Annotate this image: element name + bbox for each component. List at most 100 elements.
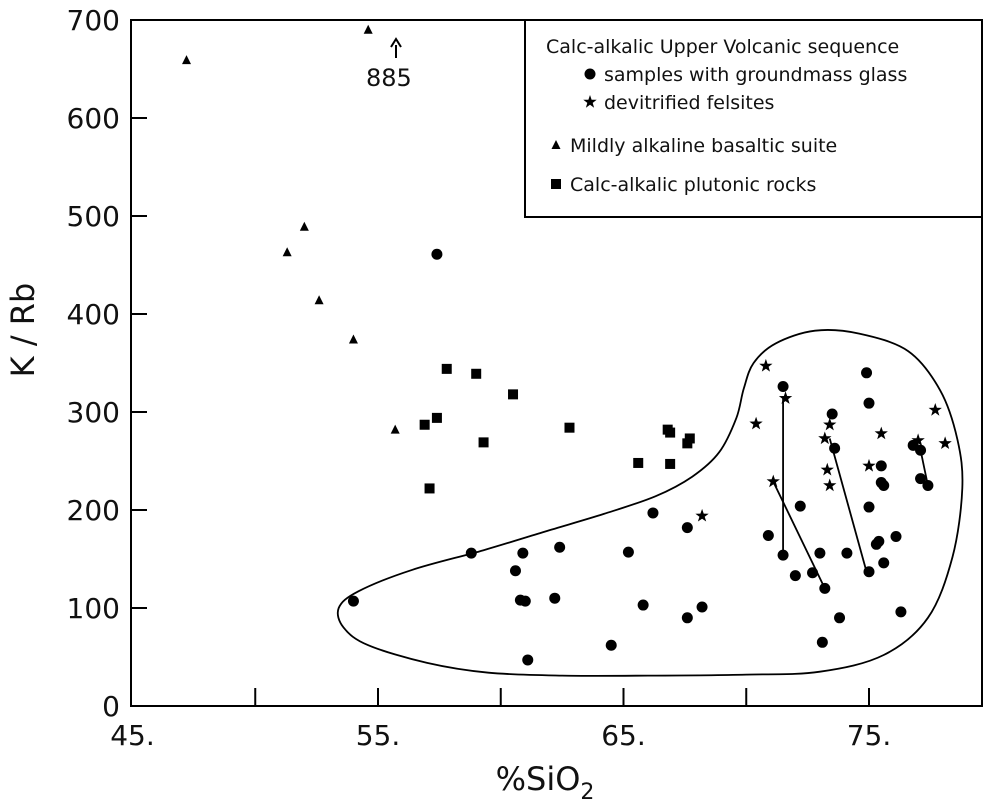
circle-point (878, 557, 890, 569)
legend: Calc-alkalic Upper Volcanic sequence sam… (524, 19, 983, 218)
square-point (684, 433, 695, 444)
circle-point (834, 612, 846, 624)
data-points (182, 24, 952, 666)
square-point (665, 458, 676, 469)
circle-point (681, 612, 693, 624)
annotation-arrow-head (390, 37, 402, 48)
circle-point (637, 599, 649, 611)
circle-point (863, 397, 875, 409)
tie-line (919, 450, 929, 486)
star-point (818, 431, 832, 445)
y-axis-label: K / Rb (4, 283, 42, 378)
annotation-885: 885 (366, 37, 412, 92)
star-point (874, 426, 888, 440)
square-point (424, 483, 435, 494)
star-point (695, 508, 709, 522)
square-point (431, 412, 442, 423)
circle-point (789, 570, 801, 582)
circle-point (509, 565, 521, 577)
circle-point (517, 547, 529, 559)
star-point (820, 462, 834, 476)
circle-point (915, 473, 927, 485)
x-tick-label: 65. (601, 719, 646, 752)
circle-point (863, 501, 875, 513)
legend-label: samples with groundmass glass (604, 64, 907, 86)
legend-label: devitrified felsites (604, 92, 774, 114)
circle-point (554, 541, 566, 553)
star-point (862, 458, 876, 472)
square-point (564, 422, 575, 433)
field-layer (336, 329, 964, 677)
circle-point (777, 549, 789, 561)
calc-alkalic-field-outline (336, 329, 964, 677)
tie-lines (772, 398, 929, 589)
legend-star-icon (583, 95, 597, 108)
square-point (665, 427, 676, 438)
circle-point (895, 606, 907, 618)
y-tick-label: 300 (67, 396, 120, 429)
legend-label: Calc-alkalic plutonic rocks (570, 174, 816, 196)
star-point (766, 474, 780, 488)
square-point (508, 389, 519, 400)
legend-square-icon (551, 179, 561, 189)
square-point (419, 419, 430, 430)
star-point (911, 433, 925, 447)
y-tick-label: 700 (67, 4, 120, 37)
y-tick-label: 100 (67, 592, 120, 625)
circle-point (647, 507, 659, 519)
tie-line (828, 438, 868, 572)
circle-point (605, 639, 617, 651)
x-axis-label: %SiO2 (496, 760, 595, 805)
star-point (749, 416, 763, 430)
star-point (823, 417, 837, 431)
circle-point (875, 460, 887, 472)
circle-point (431, 248, 443, 260)
circle-point (522, 654, 534, 666)
triangle-point (314, 295, 324, 305)
circle-point (794, 500, 806, 512)
legend-label: Mildly alkaline basaltic suite (570, 135, 837, 157)
circle-point (696, 601, 708, 613)
x-axis: 45. 55. 65. 75. (110, 688, 891, 752)
circle-point (549, 592, 561, 604)
circle-point (819, 582, 831, 594)
circle-point (878, 480, 890, 491)
x-tick-label: 75. (847, 719, 892, 752)
circle-point (922, 480, 934, 491)
x-tick-label: 45. (110, 719, 155, 752)
y-tick-label: 500 (67, 200, 120, 233)
legend-entries: samples with groundmass glass devitrified… (551, 64, 907, 196)
circle-point (347, 595, 359, 607)
triangle-point (348, 334, 358, 344)
triangle-point (390, 424, 400, 434)
circle-point (816, 636, 828, 648)
square-point (441, 363, 452, 374)
circle-point (915, 444, 927, 456)
legend-triangle-icon (551, 140, 561, 149)
circle-point (814, 547, 826, 559)
star-point (823, 478, 837, 492)
circle-point (777, 381, 789, 393)
y-tick-label: 200 (67, 494, 120, 527)
circle-point (622, 546, 634, 558)
y-tick-label: 600 (67, 102, 120, 135)
y-tick-label: 0 (102, 690, 120, 723)
circle-point (861, 367, 873, 379)
star-point (928, 403, 942, 416)
circle-point (681, 522, 693, 534)
x-tick-label: 55. (356, 719, 401, 752)
circle-point (890, 530, 902, 542)
y-tick-label: 400 (67, 298, 120, 331)
square-point (633, 457, 644, 468)
circle-point (841, 547, 853, 559)
star-point (938, 436, 952, 449)
star-point (759, 358, 773, 372)
triangle-point (282, 247, 292, 257)
triangle-point (363, 24, 373, 34)
square-point (471, 368, 482, 379)
circle-point (762, 529, 774, 541)
circle-point (829, 442, 841, 454)
annotation-label: 885 (366, 64, 412, 92)
legend-circle-icon (584, 68, 596, 80)
